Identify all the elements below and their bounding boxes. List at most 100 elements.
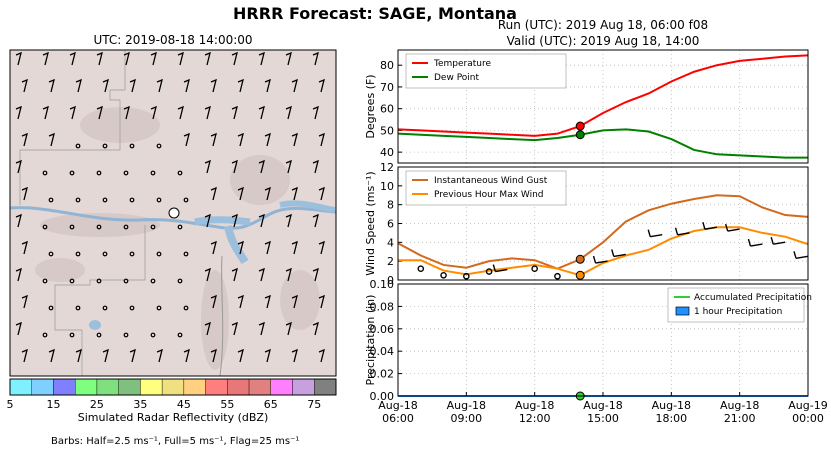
wind-barb — [237, 186, 244, 201]
colorbar-segment — [53, 378, 76, 396]
wind-barb — [291, 78, 298, 93]
calm-wind-marker — [42, 170, 48, 176]
calm-wind-marker — [150, 278, 156, 284]
wind-barb — [258, 267, 265, 282]
y-axis-label: Degrees (F) — [364, 74, 377, 138]
y-tick-label: 50 — [380, 124, 394, 137]
wind-barb — [156, 348, 163, 363]
wind-barb — [264, 240, 271, 255]
calm-wind-marker — [48, 197, 54, 203]
wind-barb — [793, 251, 809, 260]
colorbar-segment — [118, 378, 141, 396]
terrain-shading — [35, 258, 85, 282]
calm-wind-marker — [102, 251, 108, 257]
wind-barb — [285, 159, 292, 174]
run-title: Run (UTC): 2019 Aug 18, 06:00 f08 Valid … — [398, 17, 808, 49]
calm-wind-marker — [485, 268, 493, 275]
x-tick-label-date: Aug-18 — [515, 399, 554, 412]
calm-wind-marker — [102, 143, 108, 149]
wind-barb — [177, 105, 184, 120]
calm-wind-marker — [440, 271, 447, 279]
wind-barb — [264, 186, 271, 201]
colorbar-label: Simulated Radar Reflectivity (dBZ) — [78, 411, 269, 424]
legend-label: Dew Point — [434, 73, 480, 83]
colorbar-tick-label: 35 — [133, 398, 147, 411]
valid-time-label: Valid (UTC): 2019 Aug 18, 14:00 — [506, 34, 700, 48]
calm-wind-marker — [150, 224, 156, 230]
wind-barb — [492, 264, 508, 273]
calm-wind-marker — [102, 305, 108, 311]
calm-wind-marker — [156, 197, 162, 203]
calm-wind-marker — [42, 278, 48, 284]
calm-wind-marker — [96, 278, 102, 284]
map-frame — [9, 49, 337, 377]
colorbar-segment — [183, 378, 206, 396]
wind-barb — [702, 221, 718, 230]
wind-barb — [102, 348, 109, 363]
wind-barb — [592, 255, 608, 264]
wind-barb — [21, 294, 28, 309]
wind-barb — [210, 348, 217, 363]
wind-barb — [231, 105, 238, 120]
wind-barb — [291, 240, 298, 255]
wind-barb — [291, 132, 298, 147]
colorbar-segment — [74, 378, 98, 396]
wind-barb — [647, 229, 663, 238]
legend: Temperature Dew Point — [405, 53, 567, 89]
map-title: UTC: 2019-08-18 14:00:00 — [93, 33, 253, 47]
wind-barb — [231, 267, 238, 282]
wind-barb — [129, 78, 136, 93]
wind-barb — [312, 105, 319, 120]
y-tick-label: 40 — [380, 146, 394, 159]
calm-wind-marker — [531, 265, 538, 273]
calm-wind-marker — [463, 272, 470, 280]
wind-barb — [611, 249, 626, 258]
wind-barb — [747, 238, 763, 247]
y-tick-label: 0.08 — [370, 300, 395, 313]
calm-wind-marker — [417, 265, 425, 273]
calm-wind-marker — [123, 224, 129, 230]
calm-wind-marker — [129, 143, 135, 149]
calm-wind-marker — [48, 305, 54, 311]
y-tick-label: 12 — [380, 161, 394, 174]
y-tick-label: 0.04 — [370, 345, 395, 358]
wind-barb — [48, 348, 55, 363]
calm-wind-marker — [69, 332, 75, 338]
wind-barb — [237, 78, 244, 93]
wind-barb — [318, 78, 325, 93]
calm-wind-marker — [177, 224, 183, 230]
colorbar-tick-label: 15 — [46, 398, 60, 411]
colorbar-segment — [227, 378, 250, 396]
wind-barb — [258, 213, 265, 228]
wind-barb — [285, 105, 292, 120]
wind-barb — [183, 78, 190, 93]
wind-barb — [204, 105, 211, 120]
wind-barb — [312, 267, 319, 282]
wind-barb — [318, 240, 325, 255]
wind-barb — [204, 267, 211, 282]
wind-barb — [210, 78, 217, 93]
wind-barb — [258, 51, 265, 66]
wind-barb — [291, 348, 298, 363]
wind-barb — [204, 321, 211, 336]
calm-wind-marker — [150, 332, 156, 338]
x-tick-label-time: 15:00 — [587, 412, 619, 425]
calm-wind-marker — [42, 224, 48, 230]
panel-frame — [397, 166, 809, 281]
current-time-marker — [575, 270, 585, 280]
colorbar-segment — [248, 378, 271, 396]
x-tick-label-time: 21:00 — [724, 412, 756, 425]
calm-wind-marker — [69, 278, 75, 284]
wind-barb — [96, 51, 103, 66]
wind-barb — [183, 132, 190, 147]
legend-label: Accumulated Precipitation — [694, 293, 812, 303]
y-axis-label: Precipitation (in) — [364, 295, 377, 386]
calm-wind-marker — [183, 305, 189, 311]
colorbar-tick-label: 75 — [307, 398, 321, 411]
calm-wind-marker — [75, 251, 81, 257]
wind-barb — [258, 321, 265, 336]
x-tick-label-date: Aug-18 — [378, 399, 417, 412]
calm-wind-marker — [129, 305, 135, 311]
